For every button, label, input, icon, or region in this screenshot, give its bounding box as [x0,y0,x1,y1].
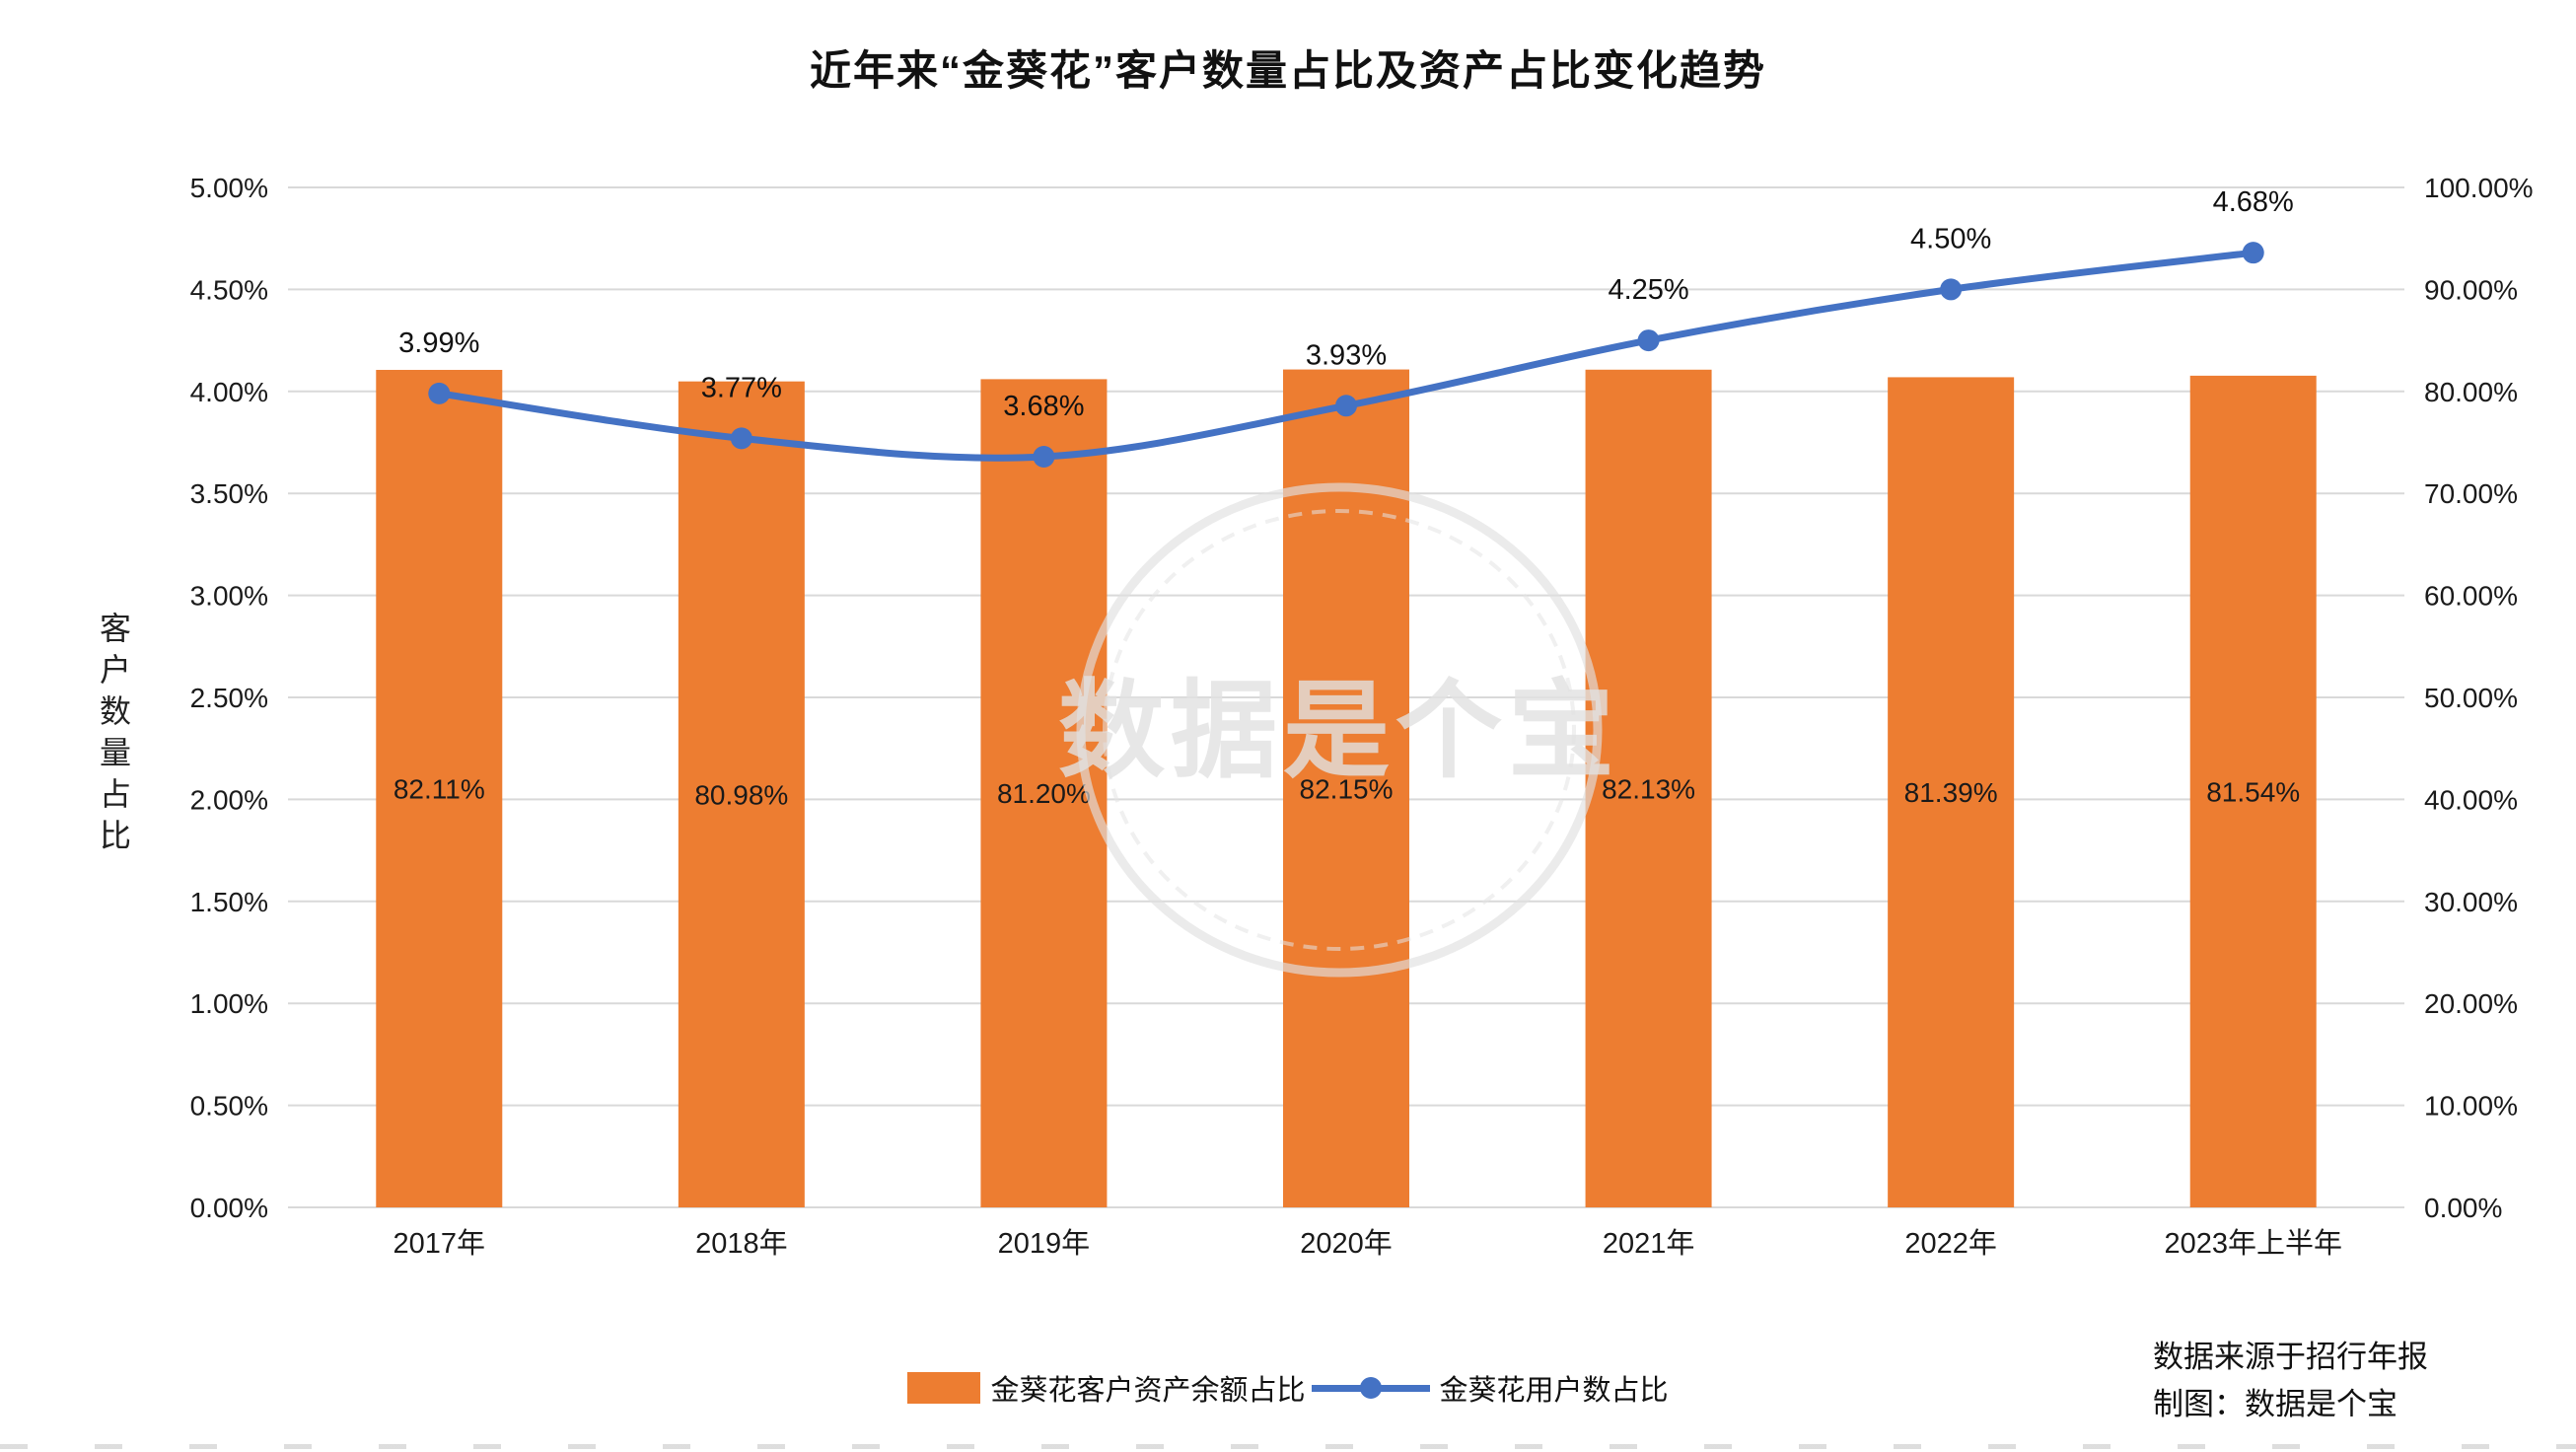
svg-text:2021年: 2021年 [1603,1227,1695,1260]
svg-text:60.00%: 60.00% [2424,581,2518,612]
source-line-1: 数据来源于招行年报 [2153,1340,2428,1374]
svg-text:20.00%: 20.00% [2424,988,2518,1019]
svg-text:100.00%: 100.00% [2424,173,2534,203]
svg-text:4.68%: 4.68% [2213,186,2294,218]
svg-text:10.00%: 10.00% [2424,1091,2518,1122]
svg-text:2023年上半年: 2023年上半年 [2164,1227,2342,1260]
line-series-legend-label: 金葵花用户数占比 [1439,1375,1669,1407]
svg-text:2018年: 2018年 [695,1227,788,1260]
svg-text:50.00%: 50.00% [2424,683,2518,713]
svg-text:2.00%: 2.00% [190,784,268,815]
svg-text:40.00%: 40.00% [2424,784,2518,815]
legend-item-bar-series: 金葵花客户资产余额占比 [907,1367,1306,1409]
svg-text:1.50%: 1.50% [190,887,268,917]
svg-text:81.20%: 81.20% [997,778,1091,809]
svg-text:3.68%: 3.68% [1003,391,1084,422]
svg-text:2020年: 2020年 [1300,1227,1393,1260]
chart-title: 近年来“金葵花”客户数量占比及资产占比变化趋势 [809,47,1766,94]
source-line-2: 制图：数据是个宝 [2153,1387,2397,1422]
svg-text:3.50%: 3.50% [190,478,268,509]
legend-item-line-series: 金葵花用户数占比 [1311,1367,1669,1409]
svg-text:30.00%: 30.00% [2424,887,2518,917]
svg-text:数据是个宝: 数据是个宝 [1058,671,1620,790]
svg-text:80.98%: 80.98% [694,779,788,810]
svg-text:2019年: 2019年 [998,1227,1091,1260]
svg-text:0.00%: 0.00% [190,1193,268,1223]
svg-text:81.54%: 81.54% [2206,776,2300,807]
svg-text:1.00%: 1.00% [190,988,268,1019]
svg-text:3.93%: 3.93% [1306,339,1387,371]
svg-text:0.00%: 0.00% [2424,1193,2502,1223]
svg-text:4.25%: 4.25% [1608,274,1688,306]
svg-text:3.77%: 3.77% [701,372,782,403]
svg-text:2.50%: 2.50% [190,683,268,713]
svg-text:70.00%: 70.00% [2424,478,2518,509]
source-note: 数据来源于招行年报 制图：数据是个宝 [2153,1334,2428,1428]
svg-text:3.00%: 3.00% [190,581,268,612]
bottom-edge-ticks [0,1444,2576,1449]
bar-series-swatch-icon [907,1372,981,1404]
svg-text:82.11%: 82.11% [394,773,485,804]
svg-text:82.15%: 82.15% [1300,773,1394,804]
svg-text:4.50%: 4.50% [1910,223,1991,254]
svg-text:2017年: 2017年 [394,1227,486,1260]
svg-text:0.50%: 0.50% [190,1091,268,1122]
line-series-swatch-icon [1311,1377,1430,1399]
left-axis-title: 客户数量占比 [96,612,131,860]
svg-text:80.00%: 80.00% [2424,377,2518,407]
svg-text:90.00%: 90.00% [2424,274,2518,305]
line-marker-dot-icon [1359,1377,1382,1399]
svg-text:2022年: 2022年 [1904,1227,1997,1260]
svg-text:5.00%: 5.00% [190,173,268,203]
svg-text:3.99%: 3.99% [398,327,479,359]
svg-text:82.13%: 82.13% [1602,773,1695,804]
bar-series-legend-label: 金葵花客户资产余额占比 [990,1375,1306,1407]
svg-text:4.00%: 4.00% [190,377,268,407]
svg-text:4.50%: 4.50% [190,274,268,305]
legend: 金葵花客户资产余额占比 金葵花用户数占比 [0,1363,2576,1413]
svg-text:81.39%: 81.39% [1904,777,1998,808]
